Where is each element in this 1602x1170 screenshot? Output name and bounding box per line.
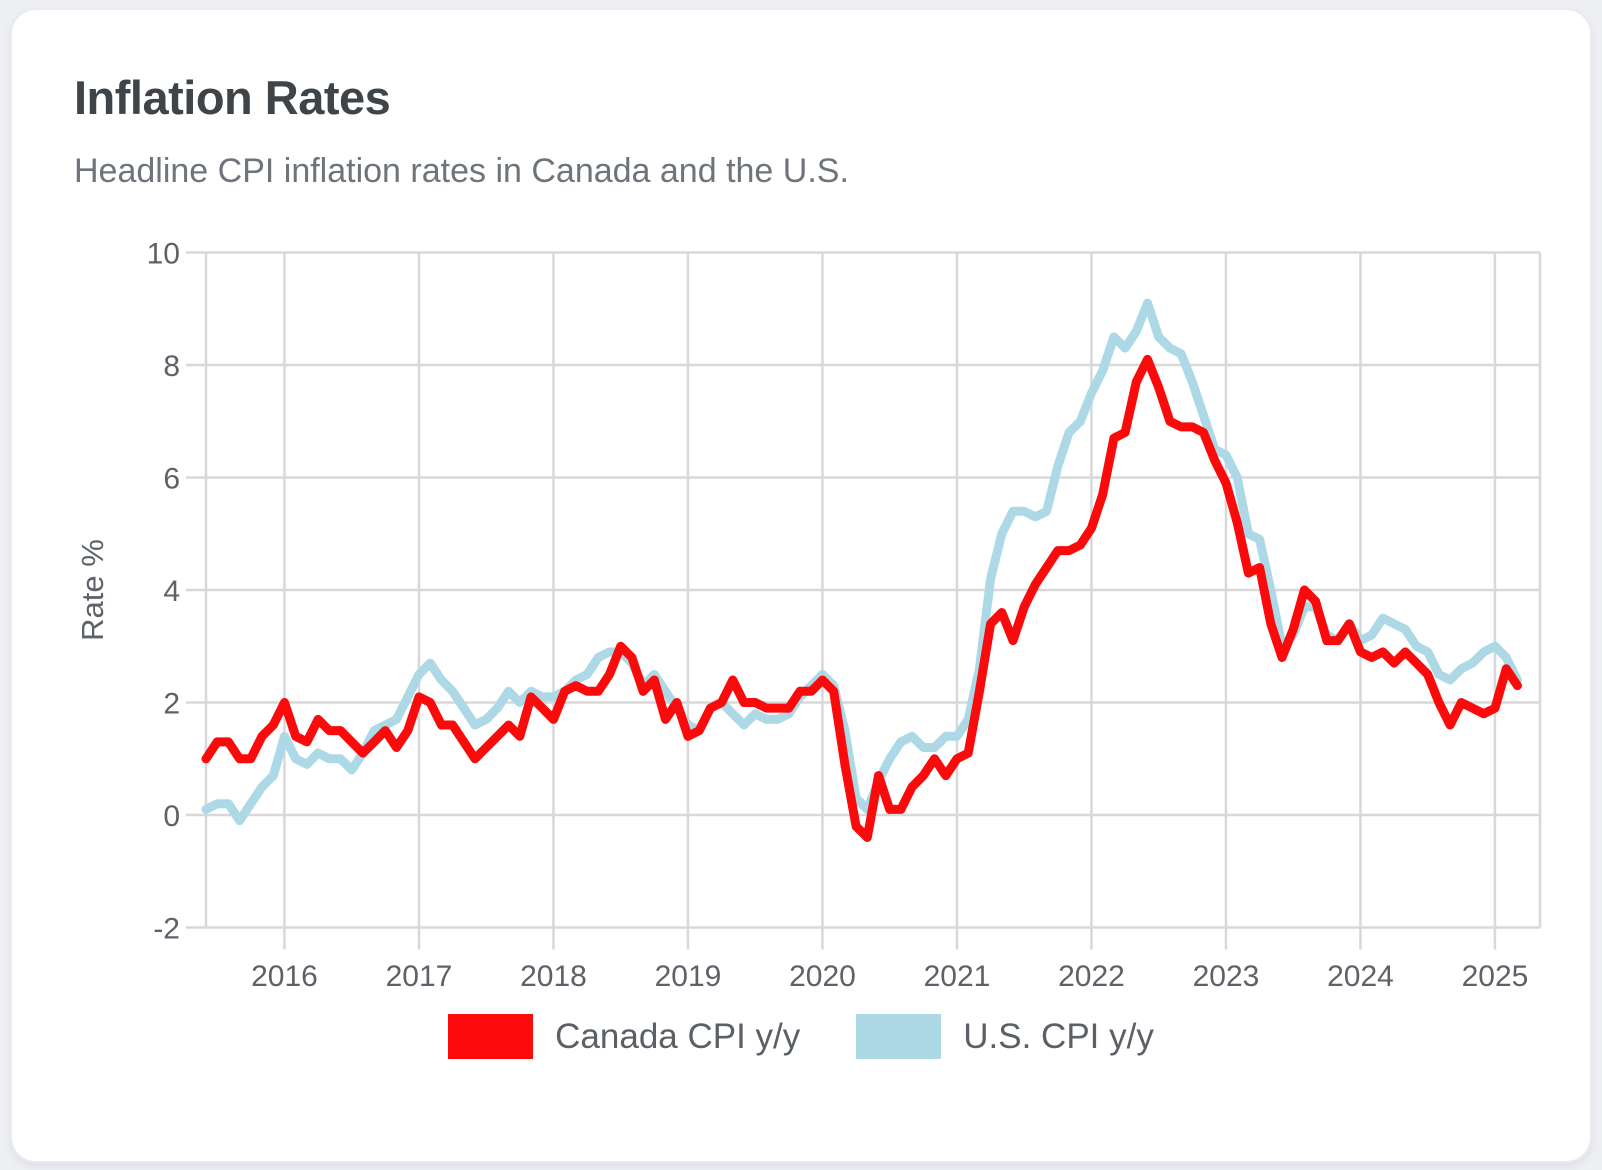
legend-label-us: U.S. CPI y/y — [963, 1016, 1154, 1056]
legend-item-canada: Canada CPI y/y — [448, 1014, 800, 1059]
x-tick-label: 2021 — [924, 960, 991, 993]
x-tick-label: 2022 — [1058, 960, 1125, 993]
inflation-chart: -2 0 2 4 6 8 10 2016 2017 2018 2019 2020 2021 2022 202… — [75, 238, 1542, 993]
page-title: Inflation Rates — [74, 71, 391, 124]
canada-cpi-y-y-line — [201, 354, 1522, 842]
legend-swatch-canada — [448, 1014, 534, 1059]
x-tick-label: 2017 — [386, 960, 453, 993]
x-tick-label: 2019 — [655, 960, 722, 993]
x-tick-label: 2020 — [789, 960, 856, 993]
chart-legend: Canada CPI y/y U.S. CPI y/y — [0, 1014, 1602, 1059]
y-tick-label: 8 — [163, 350, 180, 383]
y-tick-label: -2 — [153, 913, 180, 946]
x-tick-label: 2025 — [1462, 960, 1529, 993]
y-tick-label: 0 — [163, 800, 180, 833]
y-tick-label: 2 — [163, 688, 180, 721]
legend-label-canada: Canada CPI y/y — [555, 1016, 801, 1056]
y-tick-label: 4 — [163, 575, 180, 608]
chart-card: Inflation Rates Headline CPI inflation r… — [10, 8, 1592, 1163]
y-tick-label: 6 — [163, 463, 180, 496]
x-tick-label: 2024 — [1327, 960, 1394, 993]
y-axis-label: Rate % — [75, 539, 110, 641]
y-tick-label: 10 — [147, 238, 180, 271]
x-tick-label: 2016 — [251, 960, 318, 993]
x-tick-label: 2023 — [1193, 960, 1260, 993]
legend-item-us: U.S. CPI y/y — [856, 1014, 1154, 1059]
grid — [186, 251, 1542, 950]
page-subtitle: Headline CPI inflation rates in Canada a… — [74, 152, 849, 190]
legend-swatch-us — [856, 1014, 942, 1059]
x-tick-label: 2018 — [520, 960, 587, 993]
